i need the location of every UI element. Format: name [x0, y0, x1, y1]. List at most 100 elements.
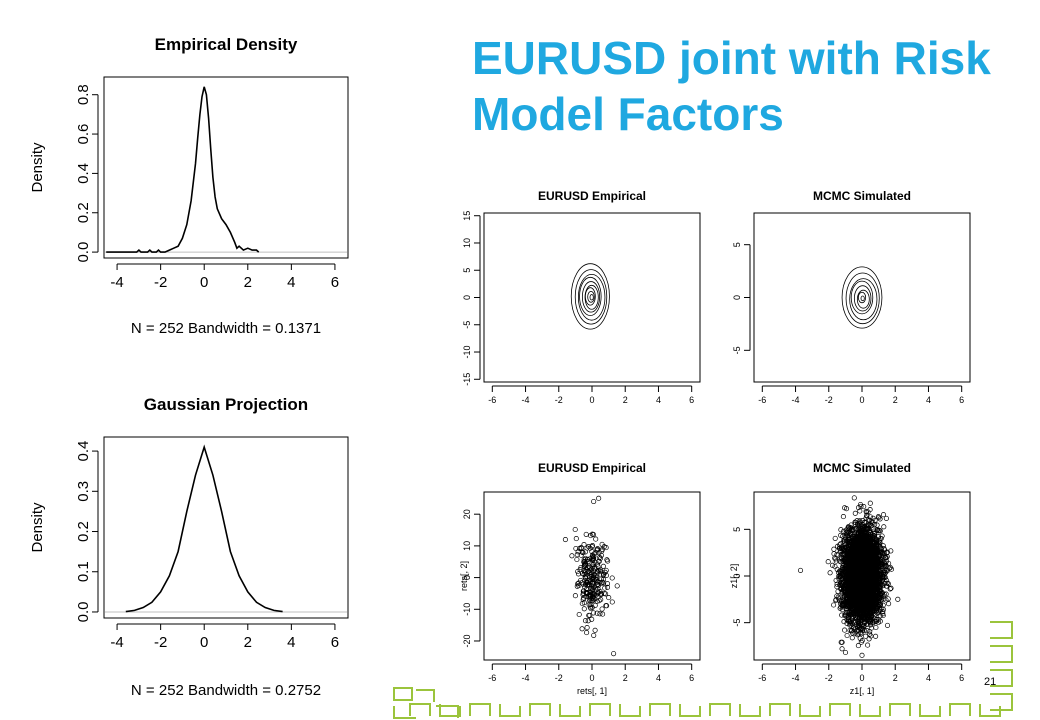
- scatter-point: [842, 649, 849, 656]
- contour-level: [860, 295, 865, 302]
- x-tick-label: 6: [689, 673, 694, 683]
- decoration-stroke: [919, 704, 941, 717]
- y-tick-label: 0.2: [75, 521, 92, 542]
- scatter-point: [598, 552, 604, 558]
- y-axis-label: Density: [29, 502, 46, 553]
- scatter-point: [825, 559, 831, 565]
- scatter-point: [588, 533, 594, 539]
- scatter-point: [865, 642, 871, 648]
- decoration-stroke: [619, 704, 641, 717]
- y-tick-label: 0.0: [75, 242, 92, 263]
- scatter-point: [840, 514, 846, 520]
- contour-level: [584, 284, 599, 310]
- scatter-point: [579, 626, 585, 632]
- contour-level: [584, 287, 596, 306]
- y-tick-label: 5: [732, 527, 742, 532]
- x-tick-label: 0: [589, 673, 594, 683]
- decoration-stroke: [829, 703, 851, 716]
- scatter-point: [888, 548, 894, 554]
- decoration-stroke: [393, 706, 416, 719]
- scatter-point: [582, 562, 588, 568]
- plot-frame: [103, 436, 349, 619]
- scatter-point: [880, 583, 886, 589]
- scatter-point: [577, 577, 584, 584]
- x-tick-label: -4: [522, 395, 530, 405]
- scatter-point: [882, 554, 888, 561]
- scatter-point: [881, 524, 887, 530]
- scatter-point: [599, 541, 605, 547]
- scatter-point: [598, 572, 604, 578]
- scatter-point: [855, 643, 861, 649]
- scatter-point: [850, 526, 856, 532]
- contour-level: [850, 280, 874, 315]
- scatter-point: [883, 515, 889, 521]
- x-tick-label: -2: [825, 395, 833, 405]
- scatter-point: [849, 635, 855, 641]
- scatter-point: [857, 621, 863, 627]
- scatter-point: [586, 581, 592, 587]
- scatter-point: [590, 610, 597, 616]
- x-tick-label: 0: [859, 673, 864, 683]
- scatter-point: [590, 562, 596, 568]
- scatter-point: [591, 572, 597, 578]
- scatter-point: [851, 495, 857, 501]
- scatter-point: [591, 593, 597, 599]
- scatter-point: [584, 630, 590, 636]
- decoration-stroke: [559, 704, 581, 717]
- scatter-point: [577, 546, 583, 552]
- scatter-point: [887, 564, 893, 571]
- scatter-point: [604, 584, 611, 590]
- scatter-point: [582, 575, 588, 581]
- scatter-point: [592, 559, 598, 565]
- scatter-point: [588, 592, 594, 598]
- x-axis-label: rets[, 1]: [577, 686, 607, 696]
- y-tick-label: 0.4: [75, 441, 92, 462]
- scatter-point: [597, 555, 604, 561]
- scatter-point: [858, 626, 864, 632]
- scatter-point: [576, 611, 582, 618]
- scatter-point: [599, 579, 606, 585]
- y-axis-label: Density: [29, 142, 46, 193]
- x-tick-label: 0: [200, 634, 208, 651]
- y-tick-label: 0.1: [75, 561, 92, 582]
- plot-frame: [483, 212, 701, 383]
- decoration-stroke: [739, 704, 761, 717]
- decoration-stroke: [990, 669, 1013, 687]
- density-line: [106, 86, 260, 253]
- scatter-point: [884, 622, 891, 628]
- scatter-point: [562, 536, 568, 543]
- x-tick-label: 2: [893, 395, 898, 405]
- decoration-stroke: [589, 703, 611, 716]
- scatter-point: [884, 583, 890, 589]
- x-tick-label: -2: [154, 274, 167, 291]
- scatter-point: [569, 553, 575, 559]
- scatter-point: [595, 590, 601, 596]
- scatter-point: [575, 581, 581, 587]
- scatter-point: [846, 537, 852, 543]
- x-tick-label: 4: [926, 673, 931, 683]
- scatter-point: [833, 577, 839, 583]
- x-tick-label: -4: [792, 673, 800, 683]
- decoration-stroke: [469, 703, 491, 716]
- plot-frame: [753, 212, 971, 383]
- scatter-point: [833, 558, 839, 564]
- scatter-point: [844, 632, 850, 639]
- density-line: [125, 444, 283, 613]
- scatter-point: [844, 620, 850, 626]
- scatter-point: [871, 528, 877, 534]
- scatter-point: [857, 508, 863, 514]
- scatter-point: [877, 528, 883, 534]
- contour-level: [581, 281, 601, 313]
- scatter-point: [591, 632, 597, 638]
- scatter-point: [574, 556, 580, 563]
- y-tick-label: 0.0: [75, 602, 92, 623]
- decoration-stroke: [709, 703, 731, 716]
- y-tick-label: -10: [462, 603, 472, 616]
- scatter-point: [867, 631, 873, 637]
- contour-level: [570, 263, 610, 330]
- x-tick-label: 6: [331, 634, 339, 651]
- scatter-point: [865, 526, 871, 532]
- scatter-point: [588, 605, 594, 612]
- scatter-point: [876, 595, 882, 601]
